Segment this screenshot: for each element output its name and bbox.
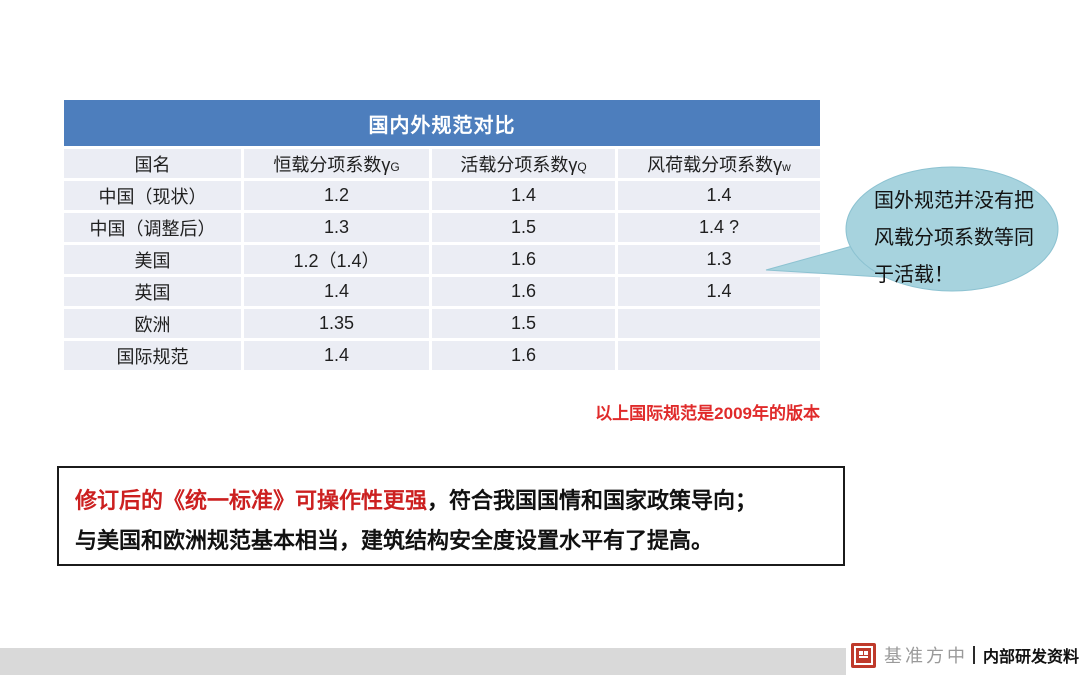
speech-bubble-line: 风载分项系数等同 (874, 227, 1034, 249)
col-header-dead-load: 恒载分项系数γ G (244, 149, 429, 178)
footer-gray-bar (0, 648, 846, 675)
table-row-cell-wind: 1.4 ? (618, 213, 820, 242)
brand-name: 基准方中 (884, 646, 968, 666)
footer-label: 内部研发资料 (983, 649, 1080, 666)
speech-bubble-shape (765, 166, 1059, 292)
summary-box: 修订后的《统一标准》可操作性更强，符合我国国情和国家政策导向； 与美国和欧洲规范… (57, 466, 845, 566)
table-title: 国内外规范对比 (64, 100, 820, 146)
brand-seal-icon (851, 642, 876, 668)
table-row-cell-live: 1.6 (432, 341, 615, 370)
table-row-cell-country: 中国（现状） (64, 181, 241, 210)
table-row-cell-country: 中国（调整后） (64, 213, 241, 242)
table-row-cell-live: 1.4 (432, 181, 615, 210)
table-row-cell-live: 1.5 (432, 213, 615, 242)
col-header-wind-load: 风荷载分项系数γ w (618, 149, 820, 178)
table-row-cell-country: 美国 (64, 245, 241, 274)
comparison-table: 国内外规范对比 国名 恒载分项系数γ G 活载分项系数γ Q 风荷载分项系数γ w 中… (64, 100, 820, 370)
summary-line1-rest: ，符合我国国情和国家政策导向； (427, 488, 758, 513)
table-row-cell-wind: 1.4 (618, 277, 820, 306)
table-row-cell-dead: 1.4 (244, 277, 429, 306)
table-grid: 国名 恒载分项系数γ G 活载分项系数γ Q 风荷载分项系数γ w 中国（现状） 1.… (64, 149, 820, 370)
table-row-cell-wind (618, 341, 820, 370)
table-row-cell-dead: 1.2 (244, 181, 429, 210)
table-row-cell-wind (618, 309, 820, 338)
footer-brand-block: 基准方中 内部研发资料 (851, 640, 1079, 670)
table-row-cell-country: 欧洲 (64, 309, 241, 338)
speech-bubble-text: 国外规范并没有把 风载分项系数等同 于活载！ (874, 183, 1034, 294)
version-note: 以上国际规范是2009年的版本 (595, 404, 820, 423)
summary-highlight-text: 修订后的《统一标准》可操作性更强 (75, 488, 428, 513)
speech-bubble-line: 国外规范并没有把 (874, 190, 1034, 212)
table-row-cell-country: 国际规范 (64, 341, 241, 370)
speech-bubble-line: 于活载！ (874, 264, 954, 286)
summary-line-1: 修订后的《统一标准》可操作性更强，符合我国国情和国家政策导向； (75, 481, 827, 521)
table-row-cell-wind: 1.4 (618, 181, 820, 210)
col-header-country: 国名 (64, 149, 241, 178)
table-row-cell-live: 1.5 (432, 309, 615, 338)
table-row-cell-country: 英国 (64, 277, 241, 306)
summary-line-2: 与美国和欧洲规范基本相当，建筑结构安全度设置水平有了提高。 (75, 528, 714, 553)
table-row-cell-dead: 1.35 (244, 309, 429, 338)
table-row-cell-dead: 1.2（1.4） (244, 245, 429, 274)
table-row-cell-dead: 1.3 (244, 213, 429, 242)
table-row-cell-live: 1.6 (432, 245, 615, 274)
table-row-cell-dead: 1.4 (244, 341, 429, 370)
col-header-live-load: 活载分项系数γ Q (432, 149, 615, 178)
table-row-cell-wind: 1.3 (618, 245, 820, 274)
table-row-cell-live: 1.6 (432, 277, 615, 306)
footer-divider (973, 646, 975, 664)
